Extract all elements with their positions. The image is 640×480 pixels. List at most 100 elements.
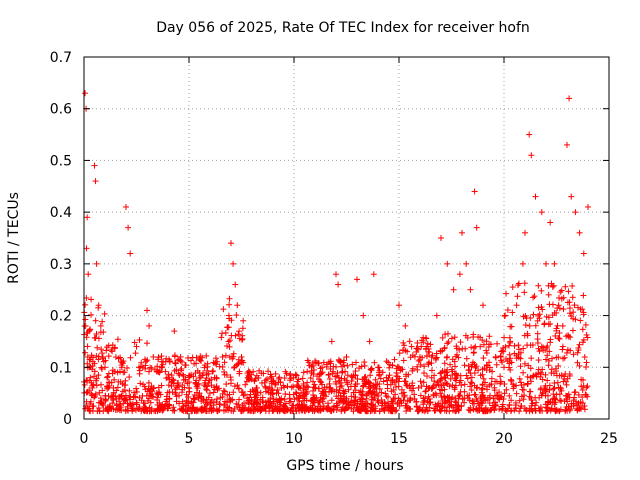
x-tick-label: 5 bbox=[185, 431, 194, 447]
background-point bbox=[186, 372, 193, 379]
background-point bbox=[472, 364, 479, 371]
background-point bbox=[160, 406, 167, 413]
background-point bbox=[120, 369, 127, 376]
background-point bbox=[316, 398, 323, 405]
background-point bbox=[543, 356, 550, 363]
background-point bbox=[221, 359, 228, 366]
background-point bbox=[246, 373, 253, 380]
y-tick-label: 0.5 bbox=[50, 153, 72, 169]
background-point bbox=[547, 320, 554, 327]
background-point bbox=[172, 386, 179, 393]
background-point bbox=[340, 397, 347, 404]
background-point bbox=[235, 385, 242, 392]
background-point bbox=[103, 344, 110, 351]
background-point bbox=[422, 335, 429, 342]
background-point bbox=[153, 368, 160, 375]
background-point bbox=[448, 402, 455, 409]
background-point bbox=[117, 378, 124, 385]
background-point bbox=[555, 335, 562, 342]
background-point bbox=[443, 380, 450, 387]
background-point bbox=[222, 329, 229, 336]
background-point bbox=[309, 408, 316, 415]
background-point bbox=[560, 355, 567, 362]
background-point bbox=[376, 381, 383, 388]
background-point bbox=[154, 396, 161, 403]
data-point bbox=[207, 390, 213, 397]
background-point bbox=[543, 404, 550, 411]
background-point bbox=[367, 372, 374, 379]
background-point bbox=[472, 391, 479, 398]
background-point bbox=[513, 390, 520, 397]
data-point bbox=[196, 390, 203, 397]
background-point bbox=[491, 384, 498, 391]
background-point bbox=[308, 363, 315, 370]
background-point bbox=[146, 404, 153, 411]
background-point bbox=[363, 408, 370, 415]
background-point bbox=[556, 335, 563, 342]
background-point bbox=[208, 382, 215, 389]
background-point bbox=[386, 372, 393, 379]
data-point bbox=[144, 307, 150, 314]
background-point bbox=[482, 397, 489, 404]
background-point bbox=[546, 348, 553, 355]
data-point bbox=[354, 276, 360, 283]
data-point bbox=[91, 162, 98, 169]
background-point bbox=[320, 359, 327, 366]
background-point bbox=[576, 405, 583, 412]
background-point bbox=[361, 362, 368, 369]
data-point bbox=[270, 390, 276, 397]
background-point bbox=[391, 356, 398, 363]
data-point bbox=[150, 353, 157, 360]
background-point bbox=[88, 296, 95, 303]
background-point bbox=[231, 383, 238, 390]
background-point bbox=[561, 373, 568, 380]
background-point bbox=[346, 401, 353, 408]
x-tick-label: 25 bbox=[600, 431, 618, 447]
background-point bbox=[197, 374, 204, 381]
data-point bbox=[501, 364, 507, 371]
background-point bbox=[262, 403, 269, 410]
background-point bbox=[217, 394, 224, 401]
background-point bbox=[172, 359, 179, 366]
background-point bbox=[404, 382, 411, 389]
background-point bbox=[369, 394, 376, 401]
background-point bbox=[209, 368, 216, 375]
background-point bbox=[457, 388, 464, 395]
background-point bbox=[93, 330, 100, 337]
background-point bbox=[303, 383, 310, 390]
background-point bbox=[579, 394, 586, 401]
background-point bbox=[133, 388, 140, 395]
background-point bbox=[315, 407, 322, 414]
background-point bbox=[135, 406, 142, 413]
data-point bbox=[89, 384, 96, 391]
background-point bbox=[494, 392, 501, 399]
background-point bbox=[245, 399, 252, 406]
background-point bbox=[454, 405, 461, 412]
background-point bbox=[545, 291, 552, 298]
background-point bbox=[452, 363, 459, 370]
background-point bbox=[117, 354, 124, 361]
background-point bbox=[478, 399, 485, 406]
background-point bbox=[560, 306, 567, 313]
background-point bbox=[176, 400, 183, 407]
background-point bbox=[175, 370, 182, 377]
data-point bbox=[118, 364, 125, 371]
background-point bbox=[366, 385, 373, 392]
background-point bbox=[575, 391, 582, 398]
background-point bbox=[504, 307, 511, 314]
background-point bbox=[166, 356, 173, 363]
background-point bbox=[524, 330, 531, 337]
background-point bbox=[216, 363, 223, 370]
background-point bbox=[377, 375, 384, 382]
background-point bbox=[163, 396, 170, 403]
background-point bbox=[152, 408, 159, 415]
background-point bbox=[431, 378, 438, 385]
background-point bbox=[557, 384, 564, 391]
background-point bbox=[398, 366, 405, 373]
background-point bbox=[398, 390, 405, 397]
background-point bbox=[175, 379, 182, 386]
background-point bbox=[201, 362, 208, 369]
background-point bbox=[443, 354, 450, 361]
background-point bbox=[330, 406, 337, 413]
data-point bbox=[84, 214, 91, 221]
